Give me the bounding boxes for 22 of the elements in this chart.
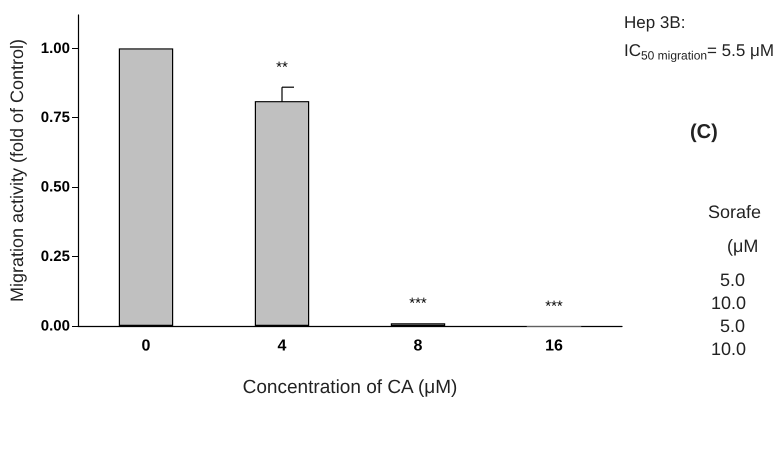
annotation: ** xyxy=(276,59,288,76)
x-tick-label: 8 xyxy=(414,338,423,354)
text: 5.0 xyxy=(720,270,746,290)
text: (μM xyxy=(727,236,758,256)
x-axis-title: Concentration of CA (μM) xyxy=(242,377,458,398)
text: Sorafe xyxy=(708,202,762,222)
y-tick-label: 0.00 xyxy=(40,318,70,334)
y-tick-label: 0.75 xyxy=(40,109,70,126)
y-axis-title: Migration activity (fold of Control) xyxy=(7,38,27,302)
annotation: *** xyxy=(409,295,427,312)
y-tick-label: 0.50 xyxy=(40,178,70,196)
x-tick-label: 0 xyxy=(142,338,151,354)
y-tick-label: 1.00 xyxy=(40,40,70,57)
text: 10.0 xyxy=(711,339,746,359)
x-tick-label: 16 xyxy=(545,338,563,354)
text: Hep 3B: xyxy=(624,13,686,32)
x-tick-label: 4 xyxy=(278,338,287,354)
y-tick-label: 0.25 xyxy=(40,248,70,266)
annotation: *** xyxy=(545,298,563,315)
text: (C) xyxy=(690,121,718,143)
text: 5.0 xyxy=(720,316,746,336)
text: 10.0 xyxy=(711,293,746,313)
